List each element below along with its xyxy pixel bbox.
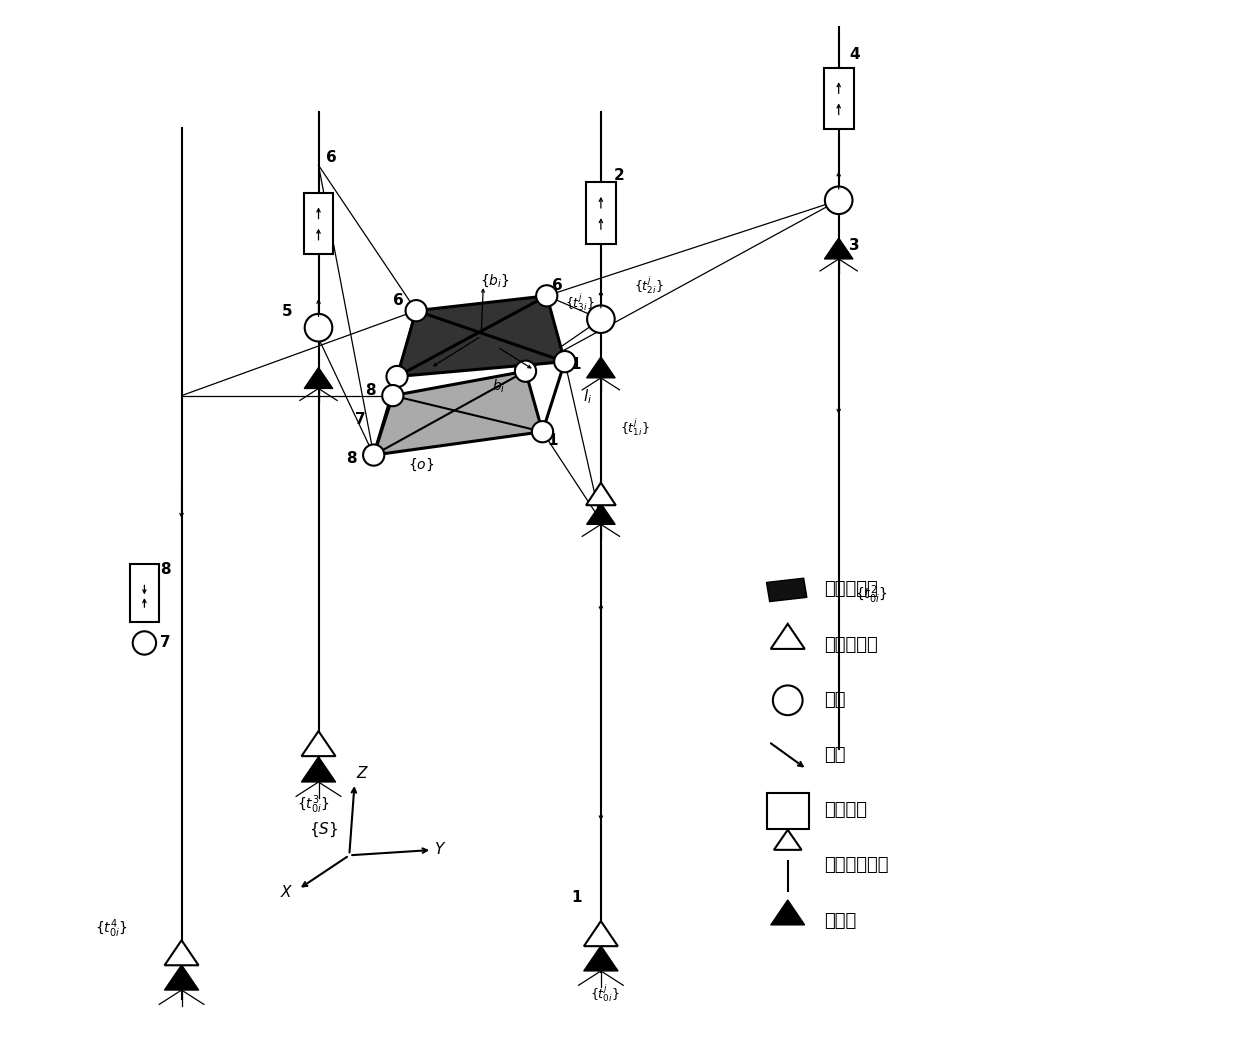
Text: Z: Z [357, 766, 367, 781]
Text: 滑轮: 滑轮 [823, 691, 846, 709]
Text: $\{b_i\}$: $\{b_i\}$ [480, 272, 510, 289]
Bar [304, 192, 334, 254]
Polygon shape [304, 368, 332, 388]
Bar [587, 182, 616, 243]
Text: 8: 8 [346, 451, 357, 466]
Text: 7: 7 [160, 636, 171, 651]
Circle shape [587, 305, 615, 333]
Text: 2: 2 [564, 352, 574, 367]
Text: 6: 6 [552, 277, 563, 292]
Text: 绳索: 绳索 [823, 746, 846, 764]
Circle shape [536, 285, 557, 306]
Polygon shape [397, 296, 564, 376]
Text: $\{t_{0i}^3\}$: $\{t_{0i}^3\}$ [298, 793, 330, 816]
Polygon shape [774, 830, 801, 849]
Text: 绳索锁定点: 绳索锁定点 [823, 636, 878, 654]
Circle shape [363, 444, 384, 466]
Circle shape [825, 186, 852, 214]
Polygon shape [771, 900, 805, 925]
Circle shape [773, 686, 802, 715]
Text: 移动平台: 移动平台 [823, 802, 867, 820]
Circle shape [515, 360, 536, 382]
Polygon shape [301, 731, 336, 756]
Polygon shape [766, 578, 807, 602]
Text: 4: 4 [849, 47, 859, 63]
Text: $\{S\}$: $\{S\}$ [309, 821, 339, 840]
Bar [766, 793, 808, 829]
Circle shape [405, 300, 427, 321]
Text: $l_i$: $l_i$ [583, 388, 591, 406]
Text: $\{t_{0i}^j\}$: $\{t_{0i}^j\}$ [590, 982, 620, 1003]
Text: 2: 2 [614, 168, 625, 183]
Bar [823, 68, 853, 129]
Text: $\{t_{3i}^j\}$: $\{t_{3i}^j\}$ [564, 291, 594, 313]
Text: 空间动平台: 空间动平台 [823, 580, 878, 598]
Circle shape [133, 631, 156, 655]
Text: $\{t_{0i}^4\}$: $\{t_{0i}^4\}$ [94, 917, 128, 940]
Text: $b_i$: $b_i$ [492, 377, 505, 394]
Text: X: X [280, 884, 291, 900]
Text: $\{t_{2i}^j\}$: $\{t_{2i}^j\}$ [634, 274, 663, 296]
Polygon shape [587, 504, 615, 524]
Text: 3: 3 [849, 238, 859, 253]
Polygon shape [165, 965, 198, 990]
Circle shape [305, 314, 332, 341]
Bar [129, 563, 159, 622]
Polygon shape [373, 371, 543, 455]
Polygon shape [825, 238, 853, 259]
Polygon shape [584, 922, 618, 946]
Text: 直线移动装置: 直线移动装置 [823, 857, 888, 875]
Text: 1: 1 [572, 890, 582, 906]
Polygon shape [165, 940, 198, 965]
Circle shape [554, 351, 575, 372]
Text: 8: 8 [160, 562, 171, 577]
Circle shape [387, 366, 408, 387]
Text: Y: Y [434, 842, 444, 858]
Text: 5: 5 [281, 304, 291, 319]
Polygon shape [301, 757, 336, 782]
Polygon shape [587, 483, 616, 505]
Text: 7: 7 [355, 412, 366, 427]
Polygon shape [584, 946, 618, 971]
Polygon shape [587, 357, 615, 377]
Text: $\{t_{1i}^j\}$: $\{t_{1i}^j\}$ [620, 417, 650, 438]
Text: $\{o\}$: $\{o\}$ [408, 457, 434, 473]
Text: 1: 1 [548, 433, 558, 448]
Text: 6: 6 [393, 292, 403, 307]
Polygon shape [771, 624, 805, 648]
Text: 6: 6 [326, 150, 337, 165]
Text: 坐标系: 坐标系 [823, 912, 856, 930]
Text: 8: 8 [366, 383, 376, 398]
Text: $\{t_{0i}^2\}$: $\{t_{0i}^2\}$ [854, 584, 888, 606]
Text: 1: 1 [570, 357, 580, 372]
Circle shape [382, 385, 403, 406]
Circle shape [532, 421, 553, 442]
